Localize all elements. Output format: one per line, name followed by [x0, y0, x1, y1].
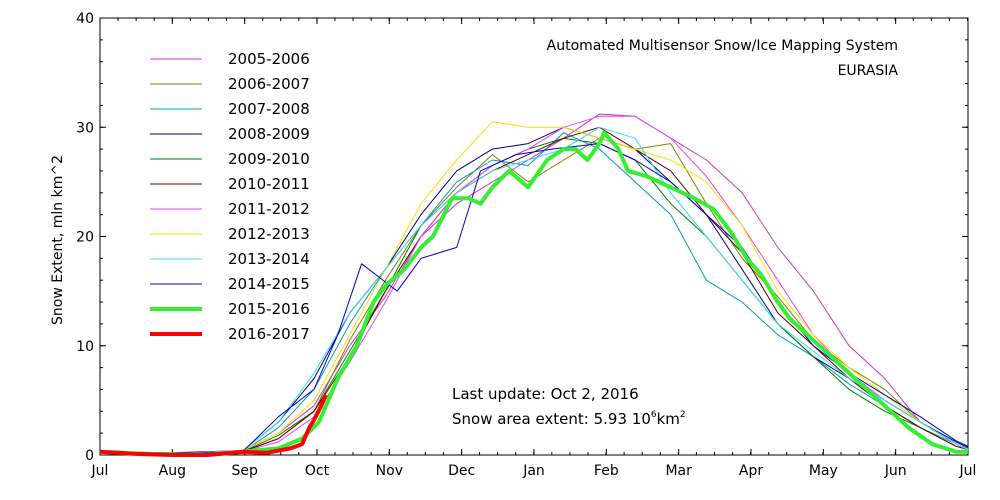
- series-2015-2016: [99, 130, 968, 457]
- legend-label-2016-2017: 2016-2017: [228, 325, 310, 343]
- x-tick-label: Jun: [884, 463, 907, 479]
- x-tick-label: Jan: [522, 463, 545, 479]
- snow-area-extent-text: Snow area extent: 5.93 106km2: [452, 410, 686, 428]
- last-update-text: Last update: Oct 2, 2016: [452, 385, 639, 403]
- series-2012-2013: [99, 121, 969, 455]
- y-axis-label: Snow Extent, mln km^2: [50, 155, 66, 325]
- legend-label-2011-2012: 2011-2012: [228, 200, 310, 218]
- y-tick-label: 30: [76, 120, 94, 136]
- y-tick-label: 10: [76, 339, 94, 355]
- x-tick-label: Feb: [594, 463, 619, 479]
- legend-label-2005-2006: 2005-2006: [228, 50, 310, 68]
- y-tick-label: 20: [76, 230, 94, 246]
- legend-label-2015-2016: 2015-2016: [228, 300, 310, 318]
- legend-label-2006-2007: 2006-2007: [228, 75, 310, 93]
- x-tick-label: Mar: [665, 463, 692, 479]
- extent-unit: km: [657, 410, 680, 428]
- legend-label-2014-2015: 2014-2015: [228, 275, 310, 293]
- legend: 2005-2006 2006-2007 2007-2008 2008-2009 2009…: [150, 50, 310, 343]
- legend-label-2012-2013: 2012-2013: [228, 225, 310, 243]
- extent-unit-exponent: 2: [680, 410, 686, 420]
- x-tick-label: Jul: [959, 463, 977, 479]
- extent-exponent: 6: [651, 410, 657, 420]
- x-tick-label: Sep: [231, 463, 258, 479]
- x-tick-label: Apr: [739, 463, 763, 479]
- x-tick-label: Aug: [159, 463, 186, 479]
- y-tick-label: 40: [76, 11, 94, 27]
- x-tick-label: May: [809, 463, 838, 479]
- legend-label-2010-2011: 2010-2011: [228, 175, 310, 193]
- y-tick-label: 0: [85, 448, 94, 464]
- extent-value: Snow area extent: 5.93 10: [452, 410, 651, 428]
- x-tick-label: Nov: [376, 463, 403, 479]
- series-2005-2006: [99, 113, 969, 455]
- legend-label-2008-2009: 2008-2009: [228, 125, 310, 143]
- legend-label-2013-2014: 2013-2014: [228, 250, 310, 268]
- legend-label-2009-2010: 2009-2010: [228, 150, 310, 168]
- series-2013-2014: [99, 126, 969, 455]
- x-tick-label: Jul: [91, 463, 109, 479]
- chart-subtitle: EURASIA: [838, 63, 899, 79]
- legend-label-2007-2008: 2007-2008: [228, 100, 310, 118]
- series-lines: [99, 113, 969, 457]
- chart-title: Automated Multisensor Snow/Ice Mapping S…: [547, 38, 898, 54]
- series-2016-2017: [99, 394, 328, 457]
- x-tick-label: Dec: [448, 463, 475, 479]
- x-tick-label: Oct: [305, 463, 330, 479]
- axis-ticks: 0 10 20 30 40 Jul Aug Sep Oct Nov Dec Jan Feb Mar Apr M…: [76, 11, 976, 479]
